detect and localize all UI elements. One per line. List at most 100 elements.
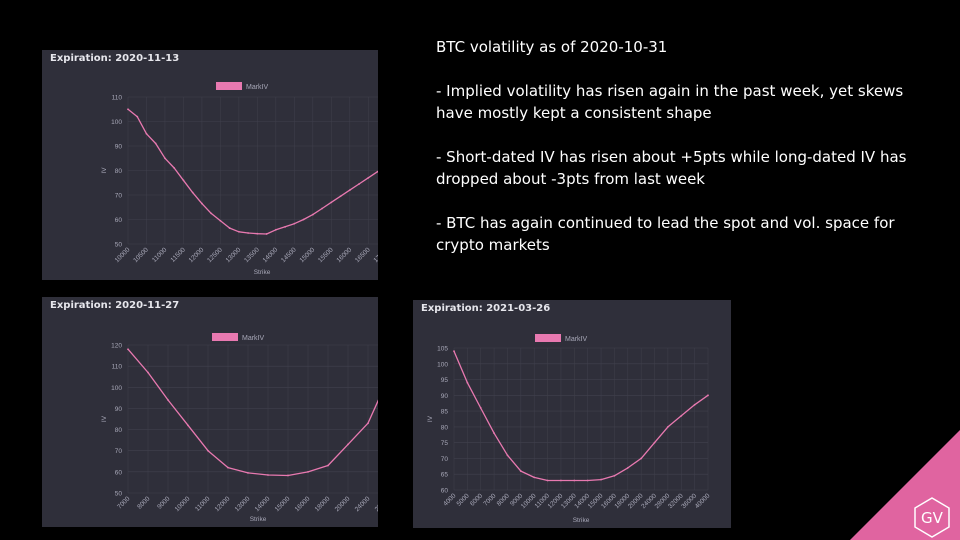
legend-swatch: [216, 82, 242, 90]
legend-swatch: [212, 333, 238, 341]
data-point: [207, 449, 209, 452]
data-point: [586, 479, 589, 482]
y-tick-label: 60: [441, 488, 449, 495]
logo-hexagon-icon: [914, 497, 950, 538]
data-point: [187, 424, 189, 427]
data-point: [307, 470, 309, 473]
data-point: [453, 350, 455, 353]
series-line-markiv: [127, 348, 378, 477]
data-point: [479, 407, 482, 409]
x-tick-label: 13500: [243, 246, 261, 264]
x-tick-label: 7000: [116, 495, 131, 510]
gv-logo: GV: [850, 430, 960, 540]
data-point: [219, 219, 222, 222]
x-tick-label: 16500: [354, 246, 372, 264]
x-tick-label: 18000: [314, 495, 332, 513]
legend-label: MarkIV: [242, 335, 265, 342]
chart-svg: MarkIV 60 65 70 75 80 85 90 95 100 105 400050006000…: [427, 334, 712, 524]
legend-label: MarkIV: [565, 336, 588, 343]
data-point: [247, 472, 249, 474]
y-axis-label: IV: [427, 415, 434, 422]
data-point: [376, 170, 378, 173]
x-tick-label: 11000: [194, 495, 212, 513]
data-point: [506, 454, 509, 457]
data-point: [573, 479, 576, 482]
y-tick-label: 110: [112, 364, 123, 371]
data-point: [293, 222, 296, 225]
data-point: [560, 479, 562, 482]
legend-swatch: [535, 334, 561, 342]
chart-title: Expiration: 2020-11-27: [50, 300, 180, 311]
y-tick-label: 70: [115, 448, 123, 455]
y-tick-label: 90: [115, 406, 123, 413]
data-point: [311, 213, 314, 216]
y-tick-label: 85: [441, 409, 449, 416]
y-tick-label: 100: [111, 119, 122, 126]
y-tick-label: 80: [115, 427, 123, 434]
data-point: [164, 157, 166, 160]
logo-text: GV: [921, 509, 944, 527]
data-point: [347, 443, 349, 446]
y-tick-label: 80: [441, 424, 449, 431]
y-tick-label: 50: [115, 491, 123, 498]
x-tick-label: 6000: [469, 492, 484, 507]
data-point: [287, 474, 289, 477]
data-point: [693, 403, 696, 406]
data-point: [367, 422, 369, 425]
x-tick-label: 17000: [372, 246, 378, 264]
x-tick-label: 24000: [354, 495, 372, 513]
series-line-markiv: [127, 108, 378, 235]
chart-panel-2020-11-13: Expiration: 2020-11-13 MarkIV 50 60 70 80 90 1…: [42, 50, 378, 280]
x-tick-label: 7000: [482, 492, 497, 507]
x-tick-label: 8000: [496, 492, 511, 507]
data-point: [127, 108, 129, 111]
data-point: [210, 212, 213, 215]
data-point: [533, 476, 536, 479]
chart-panel-2021-03-26: Expiration: 2021-03-26 MarkIV 60 65 70 75 80 8…: [413, 300, 731, 528]
commentary-bullet-2: - Short-dated IV has risen about +5pts w…: [436, 148, 907, 188]
logo-triangle-icon: [850, 430, 960, 540]
x-tick-label: 13000: [225, 246, 243, 264]
data-point: [247, 232, 250, 234]
data-point: [302, 218, 305, 221]
data-point: [330, 201, 333, 204]
data-point: [546, 479, 549, 482]
x-tick-label: 16000: [294, 495, 312, 513]
data-point: [201, 202, 203, 205]
data-point: [147, 371, 149, 374]
data-point: [680, 414, 683, 417]
y-tick-label: 60: [115, 469, 123, 476]
data-point: [154, 142, 157, 145]
data-point: [136, 115, 139, 118]
x-tick-label: 11000: [151, 246, 169, 264]
y-tick-label: 70: [441, 456, 449, 463]
commentary-title: BTC volatility as of 2020-10-31: [436, 38, 668, 56]
data-point: [493, 432, 496, 435]
data-point: [327, 464, 329, 467]
y-tick-label: 60: [115, 217, 123, 224]
x-tick-label: 11500: [169, 246, 187, 264]
x-tick-label: 12000: [188, 246, 206, 264]
x-tick-label: 14000: [262, 246, 280, 264]
data-point: [256, 232, 259, 235]
data-point: [182, 179, 185, 182]
y-tick-label: 110: [112, 95, 123, 102]
x-tick-label: 28000: [374, 495, 378, 513]
data-point: [127, 348, 129, 351]
data-point: [321, 207, 323, 210]
y-tick-label: 100: [437, 361, 448, 368]
data-point: [707, 394, 709, 397]
x-tick-label: 4000: [442, 492, 457, 507]
y-tick-label: 105: [437, 346, 448, 353]
x-tick-label: 9000: [156, 495, 171, 510]
x-tick-label: 14500: [280, 246, 298, 264]
data-point: [613, 474, 616, 477]
data-point: [600, 478, 602, 481]
data-point: [339, 195, 342, 198]
x-axis-label: Strike: [573, 517, 590, 524]
data-point: [653, 441, 656, 444]
chart-title: Expiration: 2021-03-26: [421, 303, 551, 314]
commentary: BTC volatility as of 2020-10-31 - Implie…: [436, 36, 941, 278]
y-tick-label: 75: [441, 440, 449, 447]
data-point: [519, 470, 522, 472]
